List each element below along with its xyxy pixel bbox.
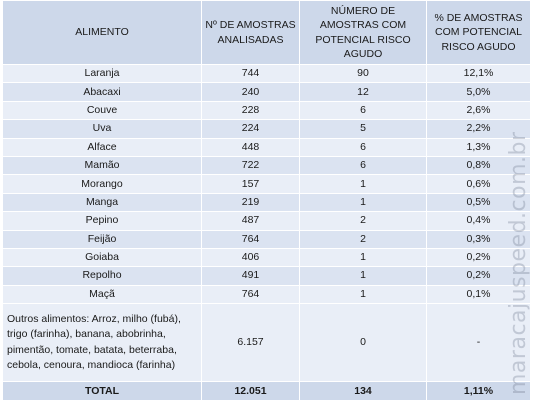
cell-alimento: Laranja xyxy=(2,63,202,84)
table-row: Goiaba 406 1 0,2% xyxy=(2,247,531,268)
cell-alimento: Uva xyxy=(2,119,202,139)
cell-analisadas: 764 xyxy=(201,229,300,249)
cell-risco: 1 xyxy=(299,284,427,305)
cell-risco: 5 xyxy=(299,119,427,139)
cell-alimento: Alface xyxy=(2,137,202,157)
cell-percent: 2,6% xyxy=(426,100,531,121)
cell-analisadas: 722 xyxy=(201,155,300,176)
cell-alimento: Couve xyxy=(2,100,202,121)
cell-percent: 0,2% xyxy=(426,266,531,286)
table-row: Alface 448 6 1,3% xyxy=(2,137,531,157)
cell-percent: 1,3% xyxy=(426,137,531,157)
cell-analisadas: 406 xyxy=(201,247,300,268)
cell-percent: 5,0% xyxy=(426,82,531,102)
cell-analisadas: 487 xyxy=(201,211,300,231)
cell-alimento: Abacaxi xyxy=(2,82,202,102)
header-percent: % DE AMOSTRAS COM POTENCIAL RISCO AGUDO xyxy=(426,0,531,65)
cell-percent: 0,8% xyxy=(426,155,531,176)
cell-outros-analisadas: 6.157 xyxy=(201,303,300,383)
table-row: Pepino 487 2 0,4% xyxy=(2,211,531,231)
table-row: Mamão 722 6 0,8% xyxy=(2,155,531,176)
cell-alimento: Repolho xyxy=(2,266,202,286)
cell-risco: 1 xyxy=(299,266,427,286)
cell-alimento: Manga xyxy=(2,192,202,213)
cell-analisadas: 219 xyxy=(201,192,300,213)
cell-alimento: Mamão xyxy=(2,155,202,176)
cell-risco: 2 xyxy=(299,229,427,249)
cell-risco: 6 xyxy=(299,137,427,157)
cell-analisadas: 224 xyxy=(201,119,300,139)
cell-percent: 12,1% xyxy=(426,63,531,84)
cell-total-risco: 134 xyxy=(299,381,427,401)
cell-total-analisadas: 12.051 xyxy=(201,381,300,401)
cell-risco: 6 xyxy=(299,100,427,121)
cell-analisadas: 157 xyxy=(201,174,300,194)
cell-risco: 6 xyxy=(299,155,427,176)
header-analisadas: Nº DE AMOSTRAS ANALISADAS xyxy=(201,0,300,65)
cell-alimento: Feijão xyxy=(2,229,202,249)
cell-risco: 12 xyxy=(299,82,427,102)
cell-outros-risco: 0 xyxy=(299,303,427,383)
table-row: Repolho 491 1 0,2% xyxy=(2,266,531,286)
cell-percent: 0,5% xyxy=(426,192,531,213)
cell-risco: 1 xyxy=(299,247,427,268)
header-risco: NÚMERO DE AMOSTRAS COM POTENCIAL RISCO A… xyxy=(299,0,427,65)
cell-analisadas: 491 xyxy=(201,266,300,286)
cell-alimento: Pepino xyxy=(2,211,202,231)
cell-risco: 2 xyxy=(299,211,427,231)
cell-analisadas: 240 xyxy=(201,82,300,102)
cell-percent: 0,6% xyxy=(426,174,531,194)
table-row: Couve 228 6 2,6% xyxy=(2,100,531,121)
table-row-outros: Outros alimentos: Arroz, milho (fubá), t… xyxy=(2,303,531,383)
header-row: ALIMENTO Nº DE AMOSTRAS ANALISADAS NÚMER… xyxy=(2,0,531,65)
cell-risco: 1 xyxy=(299,174,427,194)
cell-analisadas: 448 xyxy=(201,137,300,157)
table-row: Abacaxi 240 12 5,0% xyxy=(2,82,531,102)
table-row: Laranja 744 90 12,1% xyxy=(2,63,531,84)
cell-percent: 0,3% xyxy=(426,229,531,249)
cell-risco: 90 xyxy=(299,63,427,84)
cell-percent: 0,1% xyxy=(426,284,531,305)
cell-risco: 1 xyxy=(299,192,427,213)
table-row: Uva 224 5 2,2% xyxy=(2,119,531,139)
table-row: Feijão 764 2 0,3% xyxy=(2,229,531,249)
table-row: Morango 157 1 0,6% xyxy=(2,174,531,194)
header-alimento: ALIMENTO xyxy=(2,0,202,65)
cell-analisadas: 744 xyxy=(201,63,300,84)
cell-percent: 2,2% xyxy=(426,119,531,139)
cell-alimento: Goiaba xyxy=(2,247,202,268)
cell-analisadas: 764 xyxy=(201,284,300,305)
cell-outros-label: Outros alimentos: Arroz, milho (fubá), t… xyxy=(2,303,202,383)
cell-alimento: Maçã xyxy=(2,284,202,305)
cell-percent: 0,2% xyxy=(426,247,531,268)
cell-alimento: Morango xyxy=(2,174,202,194)
table-row-total: TOTAL 12.051 134 1,11% xyxy=(2,381,531,401)
cell-total-label: TOTAL xyxy=(2,381,202,401)
table-row: Manga 219 1 0,5% xyxy=(2,192,531,213)
cell-outros-percent: - xyxy=(426,303,531,383)
cell-analisadas: 228 xyxy=(201,100,300,121)
cell-percent: 0,4% xyxy=(426,211,531,231)
table-row: Maçã 764 1 0,1% xyxy=(2,284,531,305)
cell-total-percent: 1,11% xyxy=(426,381,531,401)
